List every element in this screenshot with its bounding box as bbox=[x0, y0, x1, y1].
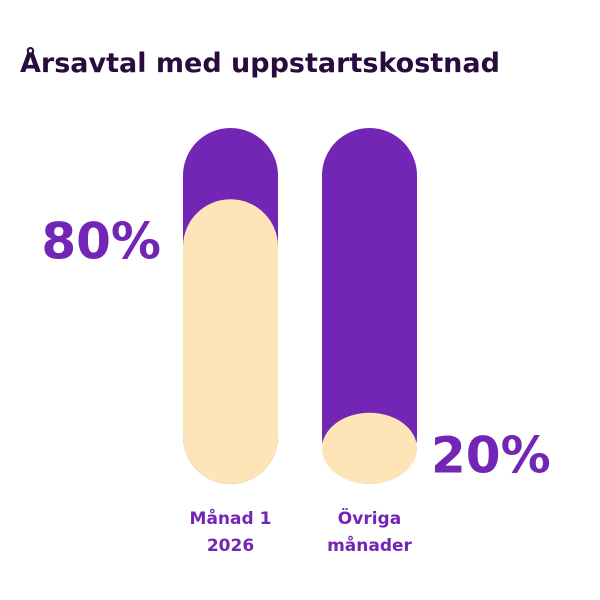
bar-track bbox=[322, 128, 417, 484]
category-label: Övriga månader bbox=[327, 509, 412, 556]
value-label: 80% bbox=[41, 213, 161, 271]
chart-title: Årsavtal med uppstartskostnad bbox=[20, 47, 500, 79]
bar bbox=[322, 412, 417, 484]
value-label: 20% bbox=[431, 426, 551, 484]
category-label: Månad 1 2026 bbox=[189, 509, 272, 556]
bar bbox=[183, 199, 278, 484]
